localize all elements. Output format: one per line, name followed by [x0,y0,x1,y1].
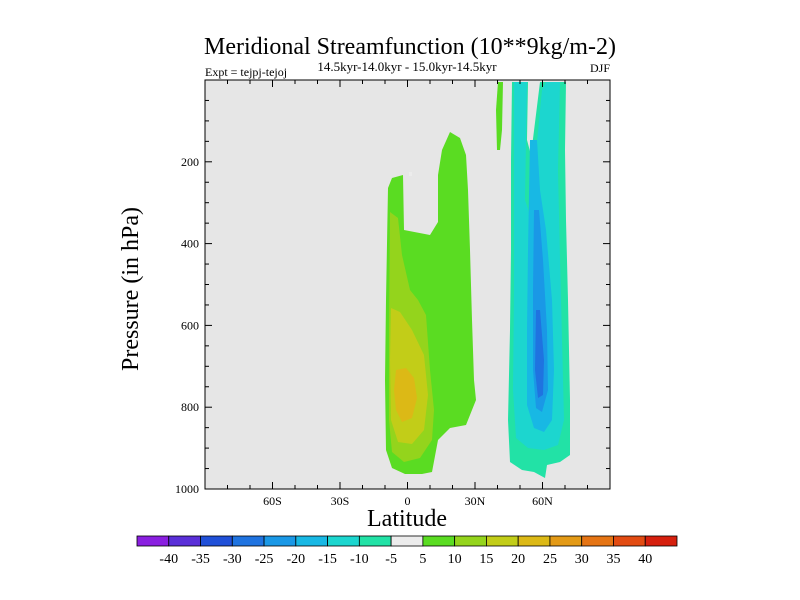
contour-level-20 [394,368,417,422]
colorbar-swatch [327,535,360,547]
x-tick-label: 30S [331,494,350,508]
y-tick-label: 1000 [175,482,199,496]
colorbar-swatch [200,535,233,547]
colorbar-swatch [644,535,678,547]
colorbar-label: -25 [255,552,274,567]
colorbar-swatch [613,535,646,547]
experiment-label: Expt = tejpj-tejoj [205,65,287,79]
colorbar-label: -10 [350,552,369,567]
x-tick-label: 60N [532,494,553,508]
colorbar-label: -30 [223,552,242,567]
colorbar-swatch [486,535,519,547]
season-label: DJF [590,61,610,75]
colorbar-swatch [454,535,487,547]
colorbar-swatch [581,535,614,547]
contour-zero-dot [409,172,412,176]
colorbar-swatch [358,535,392,547]
colorbar-label: -20 [286,552,305,567]
colorbar-swatch [231,535,265,547]
y-tick-label: 800 [181,400,199,414]
colorbar-label: 10 [448,552,462,567]
axis-ticks [205,80,610,490]
colorbar-swatch [390,535,424,547]
colorbar-label: -15 [318,552,337,567]
contour-level-neg25 [535,310,544,398]
colorbar-label: -40 [159,552,178,567]
colorbar-swatch [517,535,551,547]
positive-cell-contours [385,82,503,474]
colorbar-swatch [295,535,328,547]
x-tick-label: 0 [405,494,411,508]
colorbar-label: 15 [479,552,493,567]
contour-level-5-upper [496,82,503,150]
axis-tick-labels: 60S 30S 0 30N 60N 200 400 600 800 1000 [175,155,553,508]
y-tick-label: 400 [181,237,199,251]
colorbar-swatch [168,535,201,547]
colorbar-label: 25 [543,552,557,567]
x-tick-label: 60S [263,494,282,508]
chart-subtitle: 14.5kyr-14.0kyr - 15.0kyr-14.5kyr [317,59,497,74]
x-tick-label: 30N [465,494,486,508]
negative-cell-contours [508,82,570,478]
y-axis-title: Pressure (in hPa) [118,207,144,371]
colorbar-label: 30 [575,552,589,567]
y-tick-label: 600 [181,318,199,332]
colorbar-label: 35 [606,552,620,567]
colorbar-label: 20 [511,552,525,567]
colorbar-labels: -40 -35 -30 -25 -20 -15 -10 -5 5 10 15 20 25 30 35 40 [159,552,652,567]
colorbar-swatch [549,535,583,547]
colorbar-swatch [263,535,297,547]
colorbar-label: -35 [191,552,210,567]
chart-title: Meridional Streamfunction (10**9kg/m-2) [204,34,616,60]
colorbar-label: 40 [638,552,652,567]
colorbar [136,535,678,547]
y-tick-label: 200 [181,155,199,169]
colorbar-label: 5 [419,552,426,567]
x-axis-title: Latitude [367,506,447,532]
colorbar-label: -5 [385,552,397,567]
colorbar-swatch [422,535,456,547]
colorbar-swatch [136,535,170,547]
